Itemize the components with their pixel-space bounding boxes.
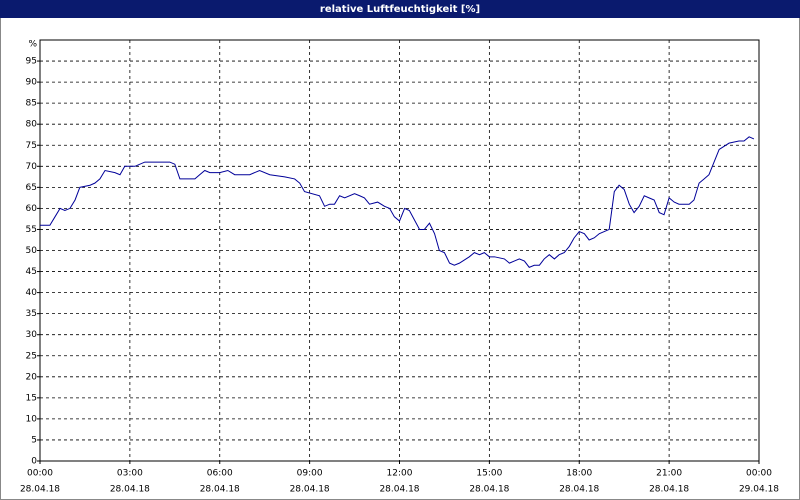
x-tick-date: 28.04.18 [200,485,240,495]
x-tick-label: 00:00 [27,469,53,479]
y-tick-label: 25 [26,351,37,361]
data-line [40,136,755,268]
y-tick-label: 0 [31,457,37,467]
y-tick-label: 45 [26,267,37,277]
x-tick-label: 06:00 [207,469,233,479]
x-tick-label: 21:00 [656,469,682,479]
y-tick-label: 40 [26,288,38,298]
title-bar [0,0,800,18]
x-tick-date: 28.04.18 [379,485,419,495]
x-tick-label: 18:00 [566,469,592,479]
y-tick-label: 55 [26,225,37,235]
y-tick-label: 15 [26,393,37,403]
y-tick-label: 10 [26,414,38,424]
y-tick-label: 95 [26,57,37,67]
y-tick-label: 70 [26,162,38,172]
y-tick-label: 20 [26,372,38,382]
y-tick-label: 65 [26,183,37,193]
y-unit: % [28,40,37,50]
x-tick-date: 28.04.18 [290,485,330,495]
y-tick-label: 30 [26,330,38,340]
y-tick-label: 35 [26,309,37,319]
plot-border [39,39,760,462]
x-tick-label: 09:00 [297,469,323,479]
x-tick-label: 12:00 [387,469,413,479]
x-tick-date: 28.04.18 [559,485,599,495]
y-tick-label: 85 [26,99,37,109]
chart-title: relative Luftfeuchtigkeit [%] [320,4,480,15]
x-tick-date: 28.04.18 [20,485,60,495]
y-tick-label: 75 [26,141,37,151]
x-tick-label: 03:00 [117,469,143,479]
y-tick-label: 60 [26,204,38,214]
x-tick-date: 28.04.18 [649,485,689,495]
x-tick-date: 28.04.18 [469,485,509,495]
y-tick-label: 80 [26,120,38,130]
y-tick-label: 90 [26,78,38,88]
x-tick-date: 29.04.18 [739,485,779,495]
x-tick-date: 28.04.18 [110,485,150,495]
y-tick-label: 5 [31,435,37,445]
x-tick-label: 00:00 [746,469,772,479]
x-tick-label: 15:00 [476,469,502,479]
y-tick-label: 50 [26,246,38,256]
